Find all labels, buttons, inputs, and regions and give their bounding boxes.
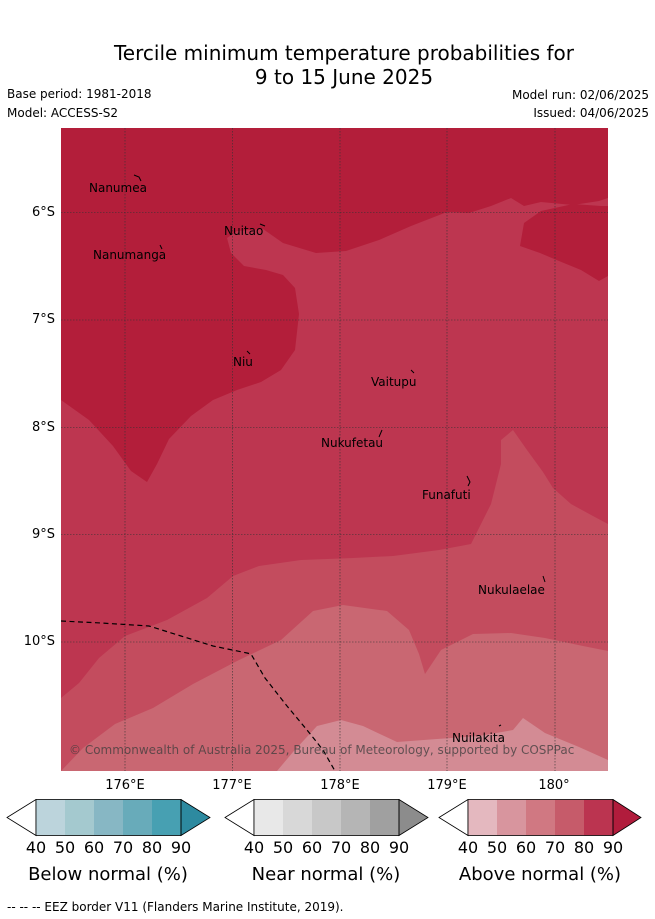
title-line-2: 9 to 15 June 2025 [254, 65, 434, 89]
near-tick-80: 80 [359, 838, 381, 857]
copyright-notice: © Commonwealth of Australia 2025, Bureau… [69, 743, 575, 757]
colorbar-near-extend-high [398, 799, 429, 837]
below-tick-40: 40 [25, 838, 47, 857]
colorbar-above-title: Above normal (%) [458, 864, 622, 885]
grid-lines [61, 128, 608, 771]
colorbar-below-swatch-80 [152, 799, 181, 836]
below-tick-60: 60 [83, 838, 105, 857]
colorbar-near-swatch-40 [254, 799, 283, 836]
place-label-nanumanga: Nanumanga [93, 248, 167, 262]
near-tick-90: 90 [388, 838, 410, 857]
colorbar-above-swatch-60 [526, 799, 555, 836]
map-canvas [61, 128, 608, 771]
above-tick-90: 90 [602, 838, 624, 857]
place-label-nuitao: Nuitao [224, 224, 264, 238]
colorbar-above-normal [438, 799, 642, 837]
above-tick-70: 70 [544, 838, 566, 857]
colorbar-above-swatch-70 [555, 799, 584, 836]
lon-label-179e: 179°E [427, 778, 467, 793]
region-above-50 [277, 718, 608, 771]
title-line-1: Tercile minimum temperature probabilitie… [113, 41, 575, 65]
above-tick-80: 80 [573, 838, 595, 857]
place-label-niu: Niu [233, 355, 253, 369]
lat-label-6s: 6°S [31, 205, 55, 220]
colorbar-near-extend-low [224, 799, 255, 837]
colorbar-below-title: Below normal (%) [28, 864, 188, 885]
colorbar-below-swatch-60 [94, 799, 123, 836]
region-above-90-east [520, 204, 608, 281]
place-label-nukufetau: Nukufetau [321, 436, 384, 450]
lat-label-7s: 7°S [31, 312, 55, 327]
colorbar-below-extend-low [6, 799, 37, 837]
place-label-nanumea: Nanumea [89, 181, 147, 195]
colorbar-above-swatch-80 [584, 799, 613, 836]
lat-label-8s: 8°S [31, 420, 55, 435]
model-name: Model: ACCESS-S2 [7, 106, 119, 120]
probability-map[interactable] [61, 128, 608, 771]
colorbar-above-extend-low [438, 799, 469, 837]
lon-label-180: 180° [538, 778, 570, 793]
below-tick-80: 80 [141, 838, 163, 857]
lon-label-177e: 177°E [212, 778, 252, 793]
above-tick-40: 40 [457, 838, 479, 857]
below-tick-50: 50 [54, 838, 76, 857]
issued-date: Issued: 04/06/2025 [533, 106, 649, 120]
lat-label-9s: 9°S [31, 527, 55, 542]
near-tick-40: 40 [243, 838, 265, 857]
colorbar-near-swatch-60 [312, 799, 341, 836]
place-label-vaitupu: Vaitupu [371, 375, 417, 389]
base-period: Base period: 1981-2018 [7, 87, 152, 101]
colorbar-above-extend-high [612, 799, 642, 837]
colorbar-near-title: Near normal (%) [251, 864, 401, 885]
model-run-date: Model run: 02/06/2025 [511, 88, 649, 102]
place-label-funafuti: Funafuti [422, 488, 471, 502]
lon-label-176e: 176°E [105, 778, 145, 793]
lat-label-10s: 10°S [23, 634, 55, 649]
above-tick-50: 50 [486, 838, 508, 857]
below-tick-70: 70 [112, 838, 134, 857]
colorbar-below-extend-high [180, 799, 211, 837]
colorbar-above-swatch-40 [468, 799, 497, 836]
lon-label-178e: 178°E [320, 778, 360, 793]
eez-legend-footer: -- -- -- EEZ border V11 (Flanders Marine… [7, 900, 344, 914]
colorbar-below-swatch-40 [36, 799, 65, 836]
colorbar-below-swatch-50 [65, 799, 94, 836]
colorbar-near-swatch-80 [370, 799, 399, 836]
below-tick-90: 90 [170, 838, 192, 857]
colorbar-near-swatch-70 [341, 799, 370, 836]
colorbar-below-swatch-70 [123, 799, 152, 836]
chart-title: Tercile minimum temperature probabilitie… [0, 41, 655, 89]
place-label-nukulaelae: Nukulaelae [478, 583, 545, 597]
near-tick-60: 60 [301, 838, 323, 857]
eez-border [61, 620, 336, 771]
colorbar-above-swatch-50 [497, 799, 526, 836]
colorbar-near-normal [224, 799, 429, 837]
above-tick-60: 60 [515, 838, 537, 857]
near-tick-70: 70 [330, 838, 352, 857]
place-label-nuilakita: Nuilakita [452, 731, 505, 745]
near-tick-50: 50 [272, 838, 294, 857]
region-above-60 [61, 605, 608, 771]
colorbar-near-swatch-50 [283, 799, 312, 836]
island-marks [133, 174, 546, 727]
colorbar-below-normal [6, 799, 211, 837]
